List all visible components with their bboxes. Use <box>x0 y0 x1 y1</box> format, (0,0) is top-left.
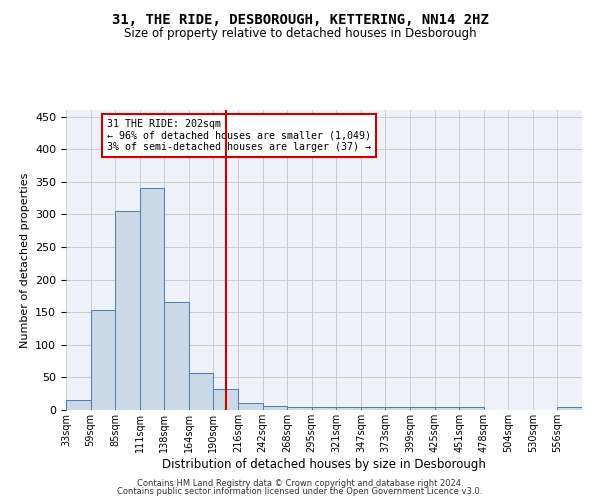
Text: Size of property relative to detached houses in Desborough: Size of property relative to detached ho… <box>124 28 476 40</box>
Bar <box>189 373 214 410</box>
Bar <box>140 188 164 410</box>
Bar <box>361 408 385 410</box>
Bar <box>557 408 582 410</box>
Bar <box>91 310 115 410</box>
Bar <box>312 408 336 410</box>
Bar <box>287 408 312 410</box>
Bar <box>263 406 287 410</box>
Y-axis label: Number of detached properties: Number of detached properties <box>20 172 29 348</box>
Text: Contains HM Land Registry data © Crown copyright and database right 2024.: Contains HM Land Registry data © Crown c… <box>137 478 463 488</box>
Bar <box>214 389 238 410</box>
Bar <box>385 408 410 410</box>
Bar <box>434 408 459 410</box>
Bar <box>410 408 434 410</box>
Bar <box>238 404 263 410</box>
Bar <box>336 408 361 410</box>
X-axis label: Distribution of detached houses by size in Desborough: Distribution of detached houses by size … <box>162 458 486 470</box>
Bar <box>459 408 484 410</box>
Bar <box>164 302 189 410</box>
Text: 31, THE RIDE, DESBOROUGH, KETTERING, NN14 2HZ: 31, THE RIDE, DESBOROUGH, KETTERING, NN1… <box>112 12 488 26</box>
Bar <box>66 400 91 410</box>
Text: 31 THE RIDE: 202sqm
← 96% of detached houses are smaller (1,049)
3% of semi-deta: 31 THE RIDE: 202sqm ← 96% of detached ho… <box>107 119 371 152</box>
Text: Contains public sector information licensed under the Open Government Licence v3: Contains public sector information licen… <box>118 487 482 496</box>
Bar <box>115 211 140 410</box>
